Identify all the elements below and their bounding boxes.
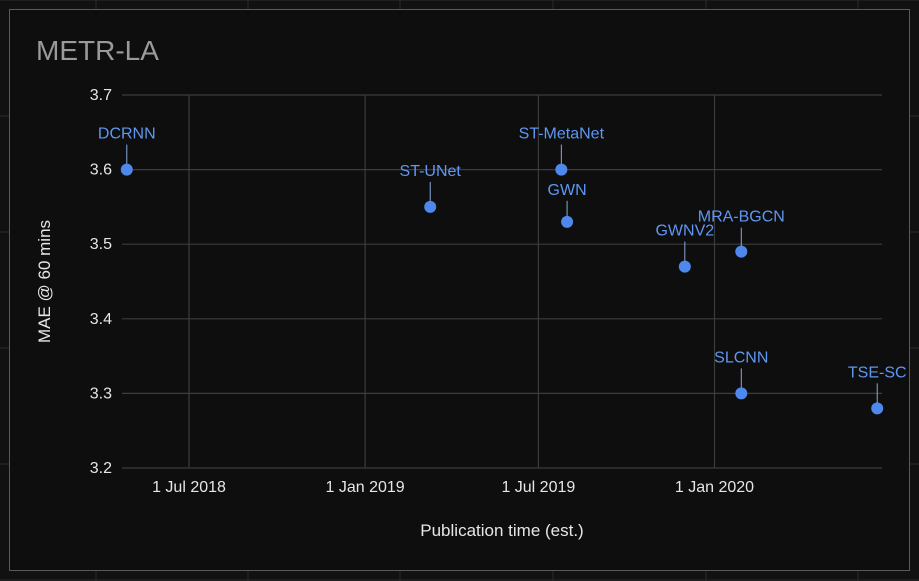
data-point[interactable] xyxy=(424,200,437,213)
data-point[interactable] xyxy=(561,215,574,228)
point-label: SLCNN xyxy=(714,349,768,366)
data-point[interactable] xyxy=(120,163,133,176)
x-tick-label: 1 Jan 2020 xyxy=(675,479,754,496)
chart-title: METR-LA xyxy=(36,35,159,66)
chart-card: METR-LA 3.2 3.3 3.4 3.5 3.6 3.7 1 Jul 2018 1 Ja… xyxy=(9,9,910,571)
data-point[interactable] xyxy=(735,245,748,258)
data-point[interactable] xyxy=(678,260,691,273)
scatter-plot: 3.2 3.3 3.4 3.5 3.6 3.7 1 Jul 2018 1 Jan 2019 1 … xyxy=(35,87,907,540)
x-tick-label: 1 Jul 2018 xyxy=(152,479,226,496)
data-point[interactable] xyxy=(871,402,884,415)
y-tick-label: 3.6 xyxy=(90,162,112,179)
y-tick-label: 3.3 xyxy=(90,385,112,402)
y-axis-title: MAE @ 60 mins xyxy=(35,220,54,343)
point-label: TSE-SC xyxy=(848,364,907,381)
data-point[interactable] xyxy=(555,163,568,176)
point-label: GWN xyxy=(548,182,587,199)
x-tick-label: 1 Jul 2019 xyxy=(501,479,575,496)
point-label: ST-UNet xyxy=(400,163,462,180)
y-tick-label: 3.4 xyxy=(90,311,112,328)
y-tick-label: 3.7 xyxy=(90,87,112,104)
point-label: ST-MetaNet xyxy=(519,126,605,143)
point-label: DCRNN xyxy=(98,126,156,143)
x-axis-title: Publication time (est.) xyxy=(420,521,583,540)
point-label: MRA-BGCN xyxy=(698,209,785,226)
x-tick-label: 1 Jan 2019 xyxy=(326,479,405,496)
point-label: GWNV2 xyxy=(655,223,714,240)
y-tick-label: 3.2 xyxy=(90,460,112,477)
data-point[interactable] xyxy=(735,387,748,400)
y-tick-label: 3.5 xyxy=(90,236,112,253)
